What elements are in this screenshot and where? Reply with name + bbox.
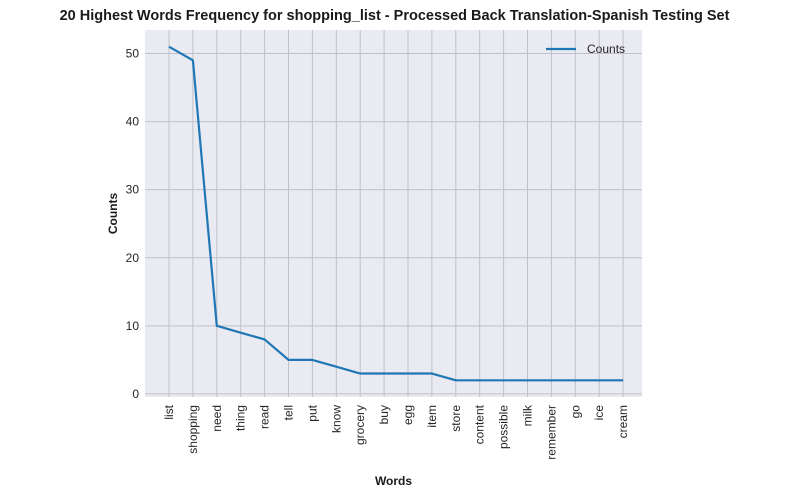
x-tick-label: milk bbox=[521, 404, 535, 426]
y-tick-label: 30 bbox=[126, 183, 140, 197]
x-tick-label: go bbox=[568, 405, 582, 419]
x-tick-label: list bbox=[162, 404, 176, 419]
x-tick-label: buy bbox=[377, 405, 391, 424]
x-tick-label: item bbox=[425, 405, 439, 428]
series-line bbox=[168, 45, 624, 382]
x-tick-label: content bbox=[473, 404, 487, 444]
x-tick-label: read bbox=[258, 405, 272, 429]
x-tick-label: cream bbox=[616, 405, 630, 438]
y-tick-labels: 0 10 20 30 40 50 bbox=[126, 46, 140, 400]
plot-area bbox=[145, 30, 642, 397]
x-axis-label: Words bbox=[375, 474, 412, 488]
x-tick-label: put bbox=[305, 404, 319, 421]
series-lines bbox=[168, 45, 624, 382]
y-tick-label: 0 bbox=[132, 387, 139, 401]
x-tick-label: egg bbox=[401, 405, 415, 425]
x-tick-label: need bbox=[210, 405, 224, 432]
legend-label: Counts bbox=[587, 42, 625, 56]
x-tick-label: possible bbox=[497, 405, 511, 449]
y-tick-label: 40 bbox=[126, 115, 140, 129]
x-tick-label: know bbox=[329, 405, 343, 433]
y-tick-label: 10 bbox=[126, 319, 140, 333]
x-tick-labels: list shopping need thing read tell put know groc… bbox=[162, 404, 630, 460]
x-tick-label: grocery bbox=[353, 405, 367, 445]
y-tick-label: 50 bbox=[126, 46, 140, 60]
x-tick-label: thing bbox=[234, 405, 248, 431]
x-tick-label: store bbox=[449, 405, 463, 432]
x-tick-label: tell bbox=[282, 405, 296, 420]
legend: Counts bbox=[546, 42, 625, 56]
chart-title: 20 Highest Words Frequency for shopping_… bbox=[59, 8, 730, 24]
grid-lines bbox=[145, 30, 642, 397]
y-axis-label: Counts bbox=[106, 193, 120, 235]
x-tick-label: shopping bbox=[186, 405, 200, 454]
x-tick-label: ice bbox=[592, 405, 606, 421]
y-tick-label: 20 bbox=[126, 251, 140, 265]
x-tick-label: remember bbox=[544, 405, 558, 460]
